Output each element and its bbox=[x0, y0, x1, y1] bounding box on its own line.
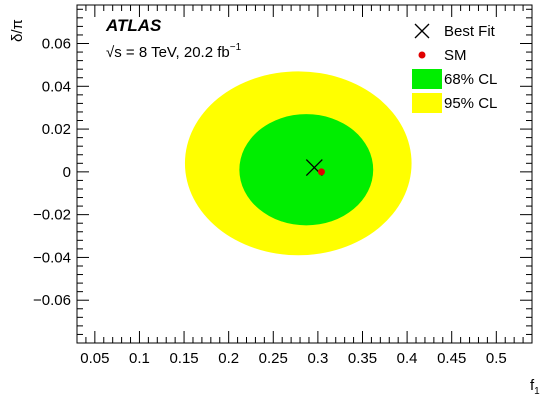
legend-dot-icon bbox=[418, 51, 426, 59]
x-axis-label-main: f bbox=[530, 377, 535, 394]
energy-lumi-label: √s = 8 TeV, 20.2 fb−1 bbox=[106, 42, 242, 61]
x-tick-label: 0.5 bbox=[486, 350, 507, 367]
x-tick-label: 0.4 bbox=[397, 350, 418, 367]
x-tick-label: 0.3 bbox=[307, 350, 328, 367]
legend-item: SM bbox=[418, 47, 467, 64]
plot-frame bbox=[76, 4, 533, 344]
y-tick-label: 0.04 bbox=[42, 78, 71, 95]
y-tick-label: −0.02 bbox=[33, 207, 71, 224]
x-tick-label: 0.25 bbox=[259, 350, 288, 367]
x-tick-label: 0.45 bbox=[437, 350, 466, 367]
marker-layer bbox=[305, 159, 325, 177]
y-tick-label: 0.06 bbox=[42, 36, 71, 53]
lumi-exponent: −1 bbox=[230, 42, 242, 53]
y-tick-label: −0.06 bbox=[33, 292, 71, 309]
x-axis-label: f1 bbox=[530, 377, 540, 397]
legend-swatch bbox=[412, 69, 442, 89]
legend-item: Best Fit bbox=[414, 23, 496, 40]
x-tick-label: 0.35 bbox=[348, 350, 377, 367]
x-axis-ticks: 0.05 0.1 0.15 0.2 0.25 0.3 0.35 0.4 0.45 0.5 bbox=[76, 5, 533, 367]
legend: Best Fit SM 68% CL 95% CL bbox=[412, 23, 497, 113]
y-axis-ticks: 0.06 0.04 0.02 0 −0.02 −0.04 −0.06 bbox=[33, 8, 532, 344]
y-tick-label: 0.02 bbox=[42, 121, 71, 138]
legend-label: 95% CL bbox=[444, 95, 497, 112]
experiment-label: ATLAS bbox=[105, 16, 162, 35]
y-tick-label: −0.04 bbox=[33, 249, 71, 266]
legend-label: SM bbox=[444, 47, 467, 64]
x-tick-label: 0.05 bbox=[80, 350, 109, 367]
legend-swatch bbox=[412, 93, 442, 113]
x-tick-label: 0.15 bbox=[169, 350, 198, 367]
legend-item: 68% CL bbox=[412, 69, 497, 89]
y-tick-label: 0 bbox=[63, 164, 71, 181]
energy-label: √s = 8 TeV, 20.2 fb bbox=[106, 44, 230, 61]
sm-marker bbox=[317, 168, 325, 176]
contour-layer bbox=[184, 71, 412, 256]
best-fit-cross-stroke bbox=[305, 159, 323, 177]
x-tick-label: 0.2 bbox=[218, 350, 239, 367]
legend-label: Best Fit bbox=[444, 23, 496, 40]
x-axis-label-subscript: 1 bbox=[534, 386, 540, 397]
legend-cross-icon bbox=[414, 23, 430, 39]
legend-item: 95% CL bbox=[412, 93, 497, 113]
y-axis-label: δ/π bbox=[9, 19, 26, 42]
legend-label: 68% CL bbox=[444, 71, 497, 88]
contour-68cl bbox=[239, 114, 374, 226]
x-tick-label: 0.1 bbox=[129, 350, 150, 367]
